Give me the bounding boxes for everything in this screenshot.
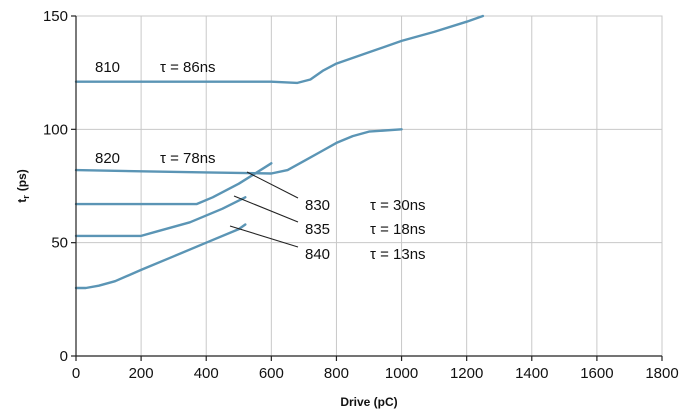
y-axis-title-main: t xyxy=(15,199,29,203)
y-tick-label: 100 xyxy=(43,121,68,138)
y-axis-title-subscript: r xyxy=(21,195,31,199)
series-layer xyxy=(74,14,485,290)
leader-line-830 xyxy=(246,171,299,199)
series-tau-label: τ = 86ns xyxy=(160,59,216,76)
series-line-810 xyxy=(74,14,485,85)
y-tick-label: 150 xyxy=(43,8,68,25)
series-number-label: 810 xyxy=(95,59,120,76)
series-tau-label: τ = 30ns xyxy=(370,197,426,214)
series-number-label: 820 xyxy=(95,150,120,167)
leader-line-840 xyxy=(229,225,299,248)
svg-text:tr(ps): tr (ps) xyxy=(15,169,31,203)
leader-lines xyxy=(229,171,299,248)
y-tick-label: 0 xyxy=(60,348,68,365)
leader-line-835 xyxy=(233,195,299,223)
x-tick-label: 0 xyxy=(72,365,80,382)
x-tick-label: 1000 xyxy=(385,365,418,382)
series-number-label: 840 xyxy=(305,246,330,263)
series-tau-label: τ = 78ns xyxy=(160,150,216,167)
series-line-830 xyxy=(74,162,273,206)
series-line-840 xyxy=(74,223,247,290)
x-axis-title: Drive (pC) xyxy=(340,395,397,409)
x-tick-label: 800 xyxy=(324,365,349,382)
x-tick-label: 600 xyxy=(259,365,284,382)
series-line-820 xyxy=(74,128,403,175)
x-tick-label: 200 xyxy=(129,365,154,382)
series-tau-label: τ = 18ns xyxy=(370,221,426,238)
series-line-835 xyxy=(74,196,247,238)
series-labels: 810 τ = 86ns 820 τ = 78ns 830 τ = 30ns 835 τ = … xyxy=(95,59,426,263)
series-number-label: 835 xyxy=(305,221,330,238)
x-tick-label: 1600 xyxy=(580,365,613,382)
y-axis-title: tr (ps) xyxy=(15,169,31,203)
series-tau-label: τ = 13ns xyxy=(370,246,426,263)
y-axis-title-unit: (ps) xyxy=(15,169,29,191)
x-tick-label: 1800 xyxy=(645,365,678,382)
x-tick-label: 400 xyxy=(194,365,219,382)
x-tick-label: 1400 xyxy=(515,365,548,382)
series-number-label: 830 xyxy=(305,197,330,214)
axes: 0 200 400 600 800 1000 1200 1400 1600 1800 0 50 100 1… xyxy=(43,8,679,382)
x-tick-label: 1200 xyxy=(450,365,483,382)
y-tick-label: 50 xyxy=(51,235,68,252)
